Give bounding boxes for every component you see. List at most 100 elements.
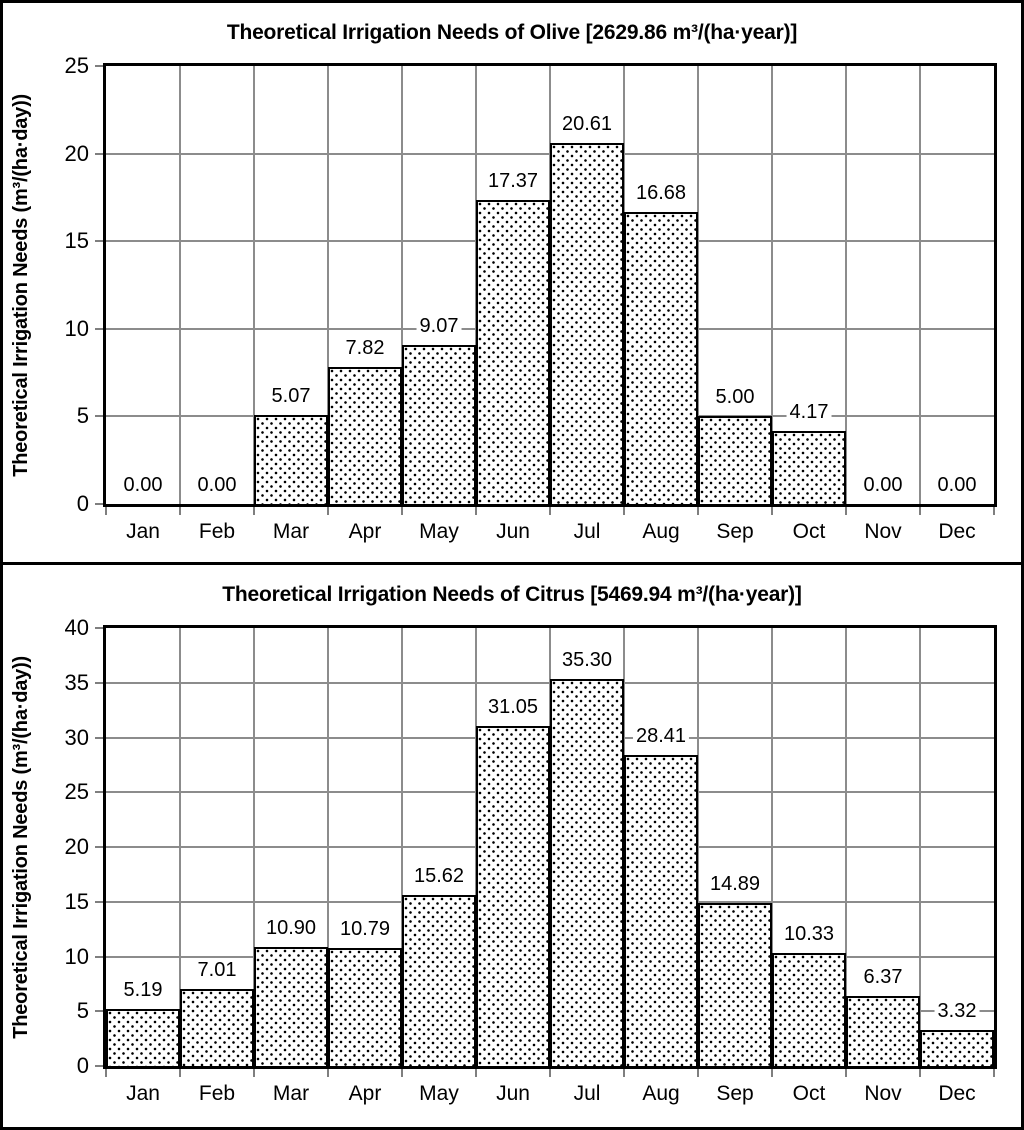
x-tick-label: Feb bbox=[198, 520, 236, 543]
citrus-y-axis-ticks: 0 5 10 15 20 25 30 35 40 bbox=[39, 617, 103, 1077]
vertical-gridline bbox=[178, 628, 181, 1066]
bar-value-label: 0.00 bbox=[120, 474, 166, 497]
vertical-gridline bbox=[845, 628, 847, 1066]
bar-oct bbox=[772, 952, 846, 1066]
bar-value-label: 28.41 bbox=[632, 724, 690, 748]
x-axis-tick bbox=[475, 1069, 477, 1077]
bar-aug bbox=[624, 754, 698, 1066]
y-axis-tick bbox=[95, 1010, 103, 1013]
x-tick-label: Aug bbox=[642, 1082, 680, 1105]
y-tick-label: 35 bbox=[64, 669, 89, 695]
bar-value-label: 5.19 bbox=[120, 979, 166, 1003]
x-tick-label: Apr bbox=[348, 1082, 382, 1105]
x-axis-tick bbox=[549, 507, 551, 515]
citrus-y-axis-title: Theoretical Irrigation Needs (m³/(ha·day… bbox=[9, 655, 32, 1039]
x-axis-tick bbox=[327, 1069, 329, 1077]
y-axis-tick bbox=[95, 152, 103, 155]
bar-sep bbox=[697, 902, 772, 1066]
y-tick-label: 0 bbox=[76, 491, 89, 516]
x-tick-label: Nov bbox=[864, 1082, 902, 1105]
bar-value-label: 20.61 bbox=[558, 112, 616, 136]
x-axis-tick bbox=[327, 507, 329, 515]
bar-value-label: 31.05 bbox=[484, 696, 542, 720]
x-tick-label: Mar bbox=[272, 1082, 310, 1105]
bar-value-label: 15.62 bbox=[410, 864, 468, 888]
x-axis-tick bbox=[401, 1069, 403, 1077]
vertical-gridline bbox=[696, 628, 699, 1066]
y-tick-label: 5 bbox=[76, 998, 89, 1024]
bar-value-label: 17.37 bbox=[484, 169, 542, 193]
vertical-gridline bbox=[919, 66, 921, 504]
x-tick-label: Nov bbox=[864, 520, 902, 543]
bar-oct bbox=[772, 430, 846, 504]
vertical-gridline bbox=[252, 66, 255, 504]
vertical-gridline bbox=[696, 66, 699, 504]
x-axis-tick bbox=[623, 1069, 625, 1077]
vertical-gridline bbox=[400, 628, 403, 1066]
x-tick-label: May bbox=[419, 1082, 459, 1105]
y-tick-label: 30 bbox=[64, 724, 89, 750]
x-axis-tick bbox=[697, 1069, 699, 1077]
y-tick-label: 25 bbox=[64, 779, 89, 805]
bar-value-label: 14.89 bbox=[706, 872, 764, 896]
bar-feb bbox=[179, 989, 254, 1066]
x-tick-label: Jun bbox=[496, 520, 530, 543]
y-axis-tick bbox=[95, 681, 103, 684]
y-axis-tick bbox=[95, 627, 103, 629]
bar-value-label: 16.68 bbox=[632, 181, 690, 205]
y-tick-label: 0 bbox=[76, 1053, 89, 1078]
x-axis-tick bbox=[475, 507, 477, 515]
y-axis-tick bbox=[95, 415, 103, 418]
bar-jun bbox=[476, 726, 550, 1066]
y-tick-label: 5 bbox=[76, 403, 89, 429]
bar-mar bbox=[253, 946, 328, 1066]
x-tick-label: Jan bbox=[126, 1082, 160, 1105]
x-tick-label: Jul bbox=[573, 1082, 601, 1105]
bar-value-label: 10.33 bbox=[780, 922, 838, 946]
olive-chart-title: Theoretical Irrigation Needs of Olive [2… bbox=[226, 21, 798, 44]
olive-right-margin bbox=[997, 63, 1021, 507]
olive-y-axis-ticks: 0 5 10 15 20 25 bbox=[39, 55, 103, 515]
y-tick-label: 20 bbox=[64, 834, 89, 859]
y-tick-label: 25 bbox=[64, 53, 89, 78]
bar-value-label: 6.37 bbox=[860, 966, 906, 990]
bar-value-label: 3.32 bbox=[934, 999, 980, 1023]
y-axis-tick bbox=[95, 240, 103, 243]
y-axis-tick bbox=[95, 327, 103, 330]
y-axis-tick bbox=[95, 900, 103, 903]
x-axis-tick bbox=[253, 1069, 255, 1077]
y-axis-tick bbox=[95, 846, 103, 848]
y-axis-tick bbox=[95, 736, 103, 739]
bar-value-label: 7.01 bbox=[194, 959, 240, 983]
x-axis-tick bbox=[179, 507, 181, 515]
olive-chart-body: Theoretical Irrigation Needs (m³/(ha·day… bbox=[3, 55, 1021, 515]
x-axis-tick bbox=[993, 507, 995, 515]
bar-aug bbox=[624, 211, 698, 504]
citrus-plot-area: 5.19 7.01 10.90 10.79 15.62 31.05 35.30 28.41 14… bbox=[103, 625, 997, 1069]
x-tick-label: Jan bbox=[126, 520, 160, 543]
x-axis-tick bbox=[105, 507, 107, 515]
bar-apr bbox=[328, 947, 402, 1066]
x-tick-label: Dec bbox=[938, 1082, 976, 1105]
bar-may bbox=[401, 345, 476, 504]
citrus-chart-title: Theoretical Irrigation Needs of Citrus [… bbox=[222, 583, 802, 606]
y-tick-label: 15 bbox=[64, 888, 89, 914]
olive-x-axis: Jan Feb Mar Apr May Jun Jul Aug Sep Oct Nov Dec bbox=[103, 507, 997, 562]
vertical-gridline bbox=[919, 628, 921, 1066]
x-tick-label: Feb bbox=[198, 1082, 236, 1105]
x-tick-label: May bbox=[419, 520, 459, 543]
x-axis-tick bbox=[697, 507, 699, 515]
x-tick-label: Jun bbox=[496, 1082, 530, 1105]
x-axis-tick bbox=[179, 1069, 181, 1077]
vertical-gridline bbox=[252, 628, 255, 1066]
x-tick-label: Dec bbox=[938, 520, 976, 543]
x-tick-label: Mar bbox=[272, 520, 310, 543]
bar-value-label: 7.82 bbox=[342, 337, 388, 360]
x-axis-tick bbox=[253, 507, 255, 515]
bar-value-label: 35.30 bbox=[558, 649, 616, 673]
olive-y-axis-label-column: Theoretical Irrigation Needs (m³/(ha·day… bbox=[3, 63, 39, 507]
x-tick-label: Jul bbox=[573, 520, 601, 543]
olive-plot-area: 0.00 0.00 5.07 7.82 9.07 17.37 20.61 16.68 5.00 4… bbox=[103, 63, 997, 507]
bar-may bbox=[401, 894, 476, 1066]
